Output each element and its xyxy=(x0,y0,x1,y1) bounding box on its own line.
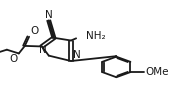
Text: N: N xyxy=(45,10,53,20)
Text: NH₂: NH₂ xyxy=(86,31,106,41)
Text: N: N xyxy=(39,44,47,55)
Text: OMe: OMe xyxy=(145,67,168,77)
Text: O: O xyxy=(10,54,18,64)
Text: O: O xyxy=(30,26,38,36)
Text: N: N xyxy=(73,50,80,60)
